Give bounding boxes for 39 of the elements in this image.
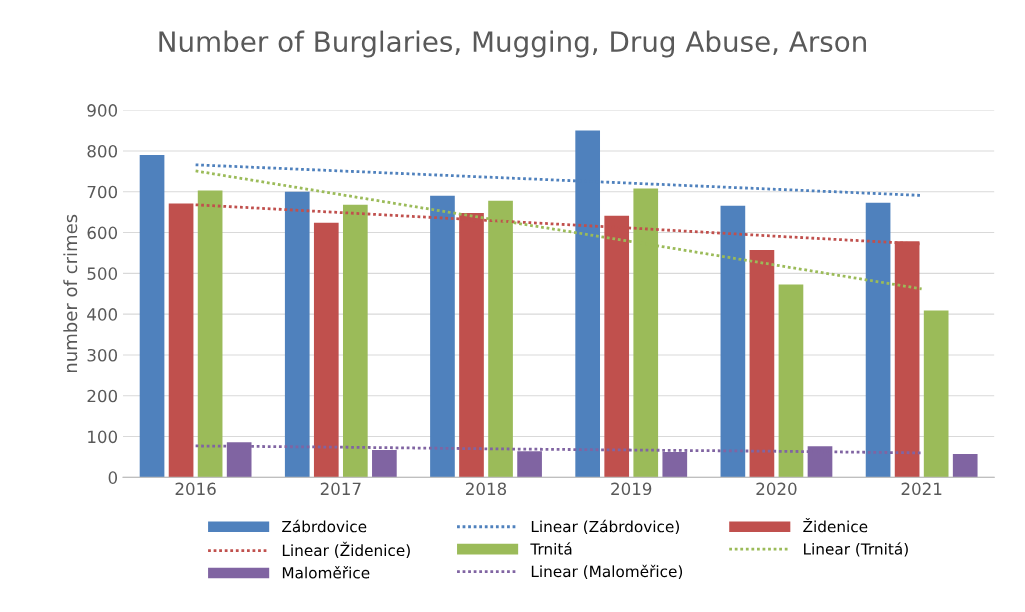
bar	[778, 284, 804, 478]
legend-label: Linear (Zábrdovice)	[531, 519, 679, 535]
x-tick-label: 2021	[901, 482, 942, 496]
legend-label: Linear (Trnitá)	[804, 542, 908, 557]
bar	[342, 204, 368, 478]
legend-label: Maloměřice	[282, 566, 370, 579]
y-tick-label: 0	[108, 471, 118, 484]
x-tick-label: 2016	[175, 482, 216, 496]
legend-label: Židenice	[803, 517, 868, 533]
bar	[284, 191, 310, 478]
bar	[139, 155, 165, 478]
x-tick-label: 2020	[756, 482, 797, 496]
bar	[313, 222, 339, 478]
y-tick-label: 700	[87, 185, 118, 199]
x-tick-label: 2018	[466, 482, 507, 496]
bar	[865, 202, 891, 478]
bar	[923, 310, 949, 478]
y-axis-title: number of crimes	[63, 214, 78, 373]
bar	[749, 250, 775, 478]
legend-label: Linear (Maloměřice)	[531, 564, 683, 579]
y-tick-label: 300	[87, 348, 118, 362]
x-tick-label: 2017	[320, 482, 361, 496]
y-tick-label: 600	[87, 226, 118, 240]
bar	[197, 190, 223, 478]
y-tick-label: 400	[87, 308, 118, 321]
chart-title: Number of Burglaries, Mugging, Drug Abuse, Arson	[159, 30, 866, 58]
legend-label: Trnitá	[530, 542, 572, 555]
bar	[168, 203, 194, 478]
y-tick-label: 500	[87, 267, 118, 280]
bar	[720, 205, 746, 478]
x-tick-label: 2019	[611, 482, 652, 496]
y-tick-label: 800	[87, 144, 118, 158]
legend-label: Linear (Židenice)	[282, 541, 410, 558]
y-tick-label: 100	[88, 430, 118, 444]
y-tick-label: 200	[87, 389, 118, 403]
y-tick-label: 900	[87, 104, 118, 117]
bar	[430, 195, 455, 478]
legend-label: Zábrdovice	[282, 519, 367, 533]
bar	[952, 454, 978, 478]
